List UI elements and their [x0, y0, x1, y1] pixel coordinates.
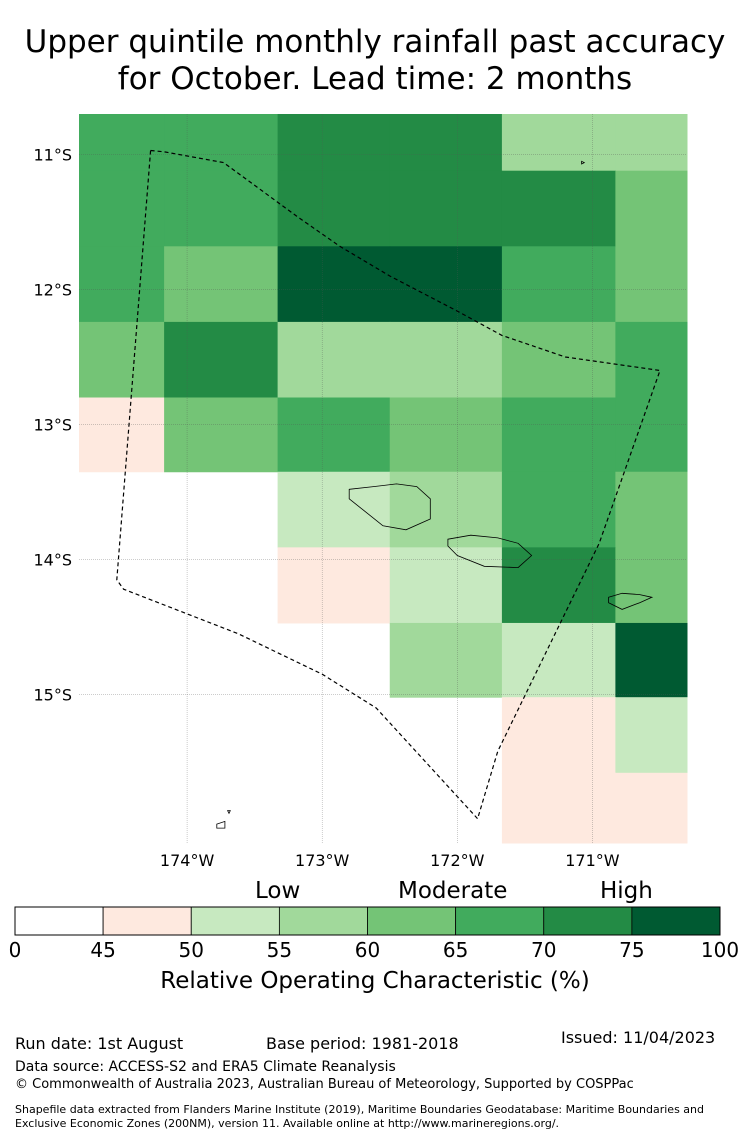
grid-cell	[501, 622, 616, 698]
grid-cell	[389, 397, 503, 473]
grid-cell	[501, 246, 616, 323]
grid-cell	[79, 321, 165, 398]
grid-cell	[501, 471, 616, 548]
longitude-tick-label: 173°W	[295, 851, 350, 870]
grid-cell	[389, 114, 503, 172]
grid-cell	[501, 321, 616, 398]
data-source: Data source: ACCESS-S2 and ERA5 Climate …	[15, 1059, 396, 1075]
colorbar-tick-label: 60	[354, 938, 381, 962]
colorbar-tick-label: 65	[442, 938, 469, 962]
grid-cell	[501, 697, 616, 774]
island-outline	[348, 483, 431, 531]
colorbar-tick-label: 0	[8, 938, 22, 962]
shapefile-credit: Shapefile data extracted from Flanders M…	[15, 1103, 704, 1130]
category-low-label: Low	[255, 878, 301, 904]
grid-cell	[277, 246, 391, 323]
grid-cell	[501, 170, 616, 247]
colorbar-tick-label: 100	[700, 938, 740, 962]
grid-cell	[277, 547, 391, 624]
grid-cell	[164, 321, 279, 398]
copyright-notice: © Commonwealth of Australia 2023, Austra…	[15, 1077, 634, 1092]
colorbar-segment	[190, 906, 280, 936]
grid-cell	[615, 246, 688, 323]
grid-cell	[501, 772, 616, 844]
island-outline	[216, 820, 226, 829]
latitude-tick-label: 15°S	[33, 686, 72, 705]
island-outline	[581, 160, 586, 165]
grid-cell	[277, 170, 391, 247]
island-outline	[608, 592, 654, 610]
colorbar-tick-label: 75	[619, 938, 645, 962]
grid-cell	[389, 246, 503, 323]
grid-cell	[389, 622, 503, 698]
category-high-label: High	[600, 878, 653, 904]
grid-cell	[615, 170, 688, 247]
longitude-tick-label: 172°W	[430, 851, 485, 870]
colorbar-segment	[543, 906, 633, 936]
grid-cell	[389, 547, 503, 624]
colorbar-frame	[14, 906, 721, 936]
grid-cell	[615, 471, 688, 548]
island-outline	[226, 810, 231, 815]
grid-cell	[501, 547, 616, 624]
latitude-tick-label: 11°S	[33, 146, 72, 165]
grid-cell	[615, 397, 688, 473]
island-outline	[447, 534, 533, 569]
grid-cell	[164, 246, 279, 323]
colorbar-segment	[102, 906, 192, 936]
grid-cell	[389, 471, 503, 548]
longitude-tick-label: 171°W	[565, 851, 620, 870]
grid-cell	[615, 622, 688, 698]
grid-cell	[79, 170, 165, 247]
map-title-line-2: for October. Lead time: 2 months	[117, 61, 633, 97]
grid-cell	[615, 772, 688, 844]
map-title-line-1: Upper quintile monthly rainfall past acc…	[24, 24, 726, 60]
colorbar-label: Relative Operating Characteristic (%)	[160, 968, 590, 994]
grid-cell	[615, 697, 688, 774]
base-period: Base period: 1981-2018	[266, 1034, 459, 1053]
grid-cell	[79, 397, 165, 473]
grid-cell	[277, 114, 391, 172]
category-moderate-label: Moderate	[398, 878, 508, 904]
colorbar-tick-label: 55	[266, 938, 293, 962]
grid-cell	[615, 114, 688, 172]
grid-cell	[615, 321, 688, 398]
grid-cell	[79, 246, 165, 323]
latitude-tick-label: 12°S	[33, 281, 72, 300]
grid-cell	[389, 321, 503, 398]
grid-cell	[501, 114, 616, 172]
colorbar-segment	[455, 906, 545, 936]
latitude-tick-label: 13°S	[33, 416, 72, 435]
grid-cell	[164, 397, 279, 473]
colorbar-segment	[367, 906, 457, 936]
grid-cell	[501, 397, 616, 473]
colorbar-tick-label: 45	[90, 938, 116, 962]
latitude-tick-label: 14°S	[33, 551, 72, 570]
grid-cell	[277, 397, 391, 473]
colorbar-tick-label: 70	[531, 938, 557, 962]
colorbar-segment	[631, 906, 721, 936]
grid-cell	[389, 170, 503, 247]
grid-cell	[164, 170, 279, 247]
run-date: Run date: 1st August	[15, 1034, 184, 1053]
grid-cell	[277, 321, 391, 398]
colorbar-tick-label: 50	[178, 938, 204, 962]
longitude-tick-label: 174°W	[160, 851, 215, 870]
grid-cell	[615, 547, 688, 624]
grid-cell	[79, 114, 165, 172]
colorbar-segment	[278, 906, 368, 936]
issued-date: Issued: 11/04/2023	[561, 1028, 716, 1047]
colorbar-segment	[14, 906, 104, 936]
grid-cell	[277, 471, 391, 548]
